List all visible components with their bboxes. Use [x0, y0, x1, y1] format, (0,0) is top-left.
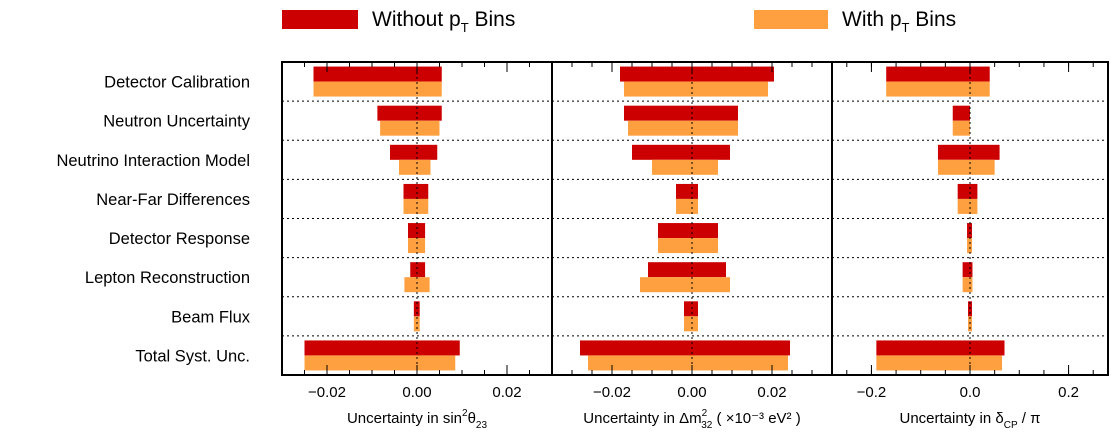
bar: [580, 340, 790, 356]
bar: [962, 277, 973, 293]
bar: [684, 301, 698, 317]
bar: [390, 144, 438, 160]
bar: [313, 66, 442, 82]
bar: [658, 223, 718, 239]
bar: [588, 355, 788, 371]
tick-label: 0.00: [402, 384, 431, 401]
panel-1: −0.02 0.00 0.02 Uncertainty in Δm2 32 ( ×10⁻…: [551, 61, 833, 431]
bar: [886, 81, 990, 97]
bar: [676, 183, 698, 199]
bar: [876, 355, 1003, 371]
bar: [967, 223, 972, 239]
legend-label-1: With pT Bins: [842, 8, 956, 35]
bar: [937, 159, 995, 175]
category-label: Beam Flux: [171, 308, 251, 326]
bar: [408, 238, 426, 254]
bar: [628, 120, 738, 136]
bar: [967, 238, 972, 254]
bar: [377, 105, 442, 121]
category-label: Detector Calibration: [104, 74, 250, 92]
bar: [410, 262, 426, 278]
x-axis-label-sub: 32: [701, 420, 713, 431]
bar: [648, 262, 726, 278]
x-axis-label: Uncertainty in Δm2 32 ( ×10⁻³ eV² ): [583, 408, 800, 431]
tick-label: −0.02: [308, 384, 346, 401]
category-label: Total Syst. Unc.: [135, 347, 250, 365]
bar: [962, 262, 973, 278]
bar: [408, 223, 426, 239]
bar: [304, 340, 460, 356]
bar: [620, 66, 774, 82]
tick-label: 0.00: [677, 384, 706, 401]
tick-label: 0.2: [1058, 384, 1079, 401]
panel-2: −0.2 0.0 0.2 Uncertainty in δCP / π: [831, 61, 1109, 431]
x-axis-label-sup: 2: [462, 408, 468, 419]
x-axis-label-text: Uncertainty in sin: [347, 410, 462, 427]
tick-label: −0.2: [857, 384, 887, 401]
bar: [624, 105, 738, 121]
x-axis-label-suffix: / π: [1018, 410, 1041, 427]
legend-label-text: Without p: [372, 8, 461, 31]
legend-label-text: With p: [842, 8, 902, 31]
x-axis-label-sub: CP: [1004, 420, 1018, 431]
legend-label-suffix: Bins: [469, 8, 516, 31]
tick-label: 0.0: [960, 384, 981, 401]
category-label: Detector Response: [109, 230, 250, 248]
legend-swatch-1: [754, 10, 828, 29]
x-axis-label-text: Uncertainty in Δm: [583, 410, 701, 427]
bar: [313, 81, 442, 97]
legend-label-sub: T: [461, 20, 469, 35]
x-axis-label: Uncertainty in sin2θ23: [347, 408, 488, 431]
x-axis-label-mid: θ: [468, 410, 476, 427]
bar: [640, 277, 730, 293]
bar: [676, 198, 698, 214]
bar: [403, 198, 429, 214]
bar: [304, 355, 456, 371]
category-label: Lepton Reconstruction: [85, 269, 250, 287]
bar: [876, 340, 1005, 356]
legend-label-0: Without pT Bins: [372, 8, 515, 35]
category-label: Neutron Uncertainty: [103, 113, 250, 131]
bar: [403, 183, 429, 199]
bar: [957, 198, 978, 214]
legend-label-suffix: Bins: [909, 8, 956, 31]
bar: [399, 159, 431, 175]
bar: [624, 81, 768, 97]
bar: [937, 144, 1000, 160]
x-axis-label-text: Uncertainty in δ: [900, 410, 1004, 427]
bar: [886, 66, 990, 82]
tick-label: 0.02: [757, 384, 786, 401]
tick-label: −0.02: [593, 384, 631, 401]
category-label: Near-Far Differences: [96, 191, 250, 209]
bar: [632, 144, 730, 160]
bar: [952, 120, 970, 136]
x-axis-label: Uncertainty in δCP / π: [900, 410, 1041, 431]
x-axis-label-sup: 2: [702, 408, 708, 419]
bar: [957, 183, 978, 199]
legend-label-sub: T: [902, 20, 910, 35]
bar: [952, 105, 970, 121]
bar: [652, 159, 718, 175]
bar: [684, 316, 698, 332]
x-axis-label-suffix: ( ×10⁻³ eV² ): [712, 410, 800, 427]
category-label: Neutrino Interaction Model: [56, 152, 250, 170]
bar: [380, 120, 440, 136]
legend-swatch-0: [282, 10, 358, 29]
x-axis-label-sub: 23: [476, 420, 488, 431]
bar: [404, 277, 430, 293]
bar: [658, 238, 718, 254]
tick-label: 0.02: [492, 384, 521, 401]
